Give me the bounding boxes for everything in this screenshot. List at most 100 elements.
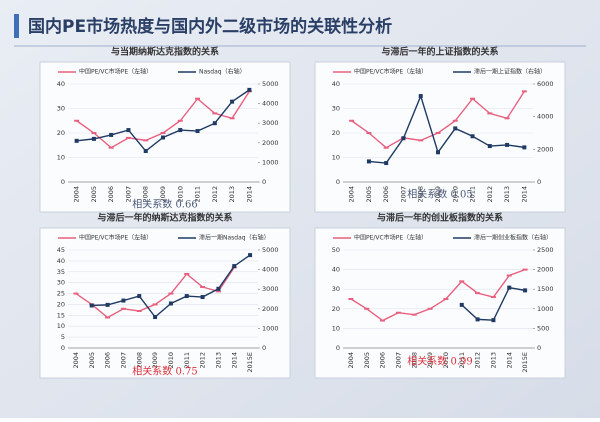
marker <box>384 161 389 166</box>
y-tick-label: 40 <box>332 80 340 88</box>
x-tick-label: 2009 <box>426 352 434 369</box>
y2-tick-label: 0 <box>262 344 266 352</box>
series-line <box>350 268 526 322</box>
y2-tick-label: 500 <box>537 324 549 332</box>
x-tick-label: 2015E <box>521 352 529 373</box>
marker <box>200 295 205 300</box>
chart-panel <box>314 61 566 213</box>
marker <box>143 149 148 154</box>
y2-tick-label: 3000 <box>262 285 279 293</box>
marker <box>178 128 183 133</box>
x-tick-label: 2012 <box>486 186 494 203</box>
x-tick-label: 2014 <box>520 186 528 203</box>
x-tick-label: 2011 <box>469 186 477 203</box>
x-tick-label: 2007 <box>124 186 132 203</box>
x-tick-label: 2010 <box>176 186 184 203</box>
chart-title: 与滞后一年的上证指数的关系 <box>381 46 498 58</box>
marker <box>137 294 142 299</box>
marker <box>121 298 126 303</box>
y-tick-label: 0 <box>336 344 340 352</box>
x-tick-label: 2005 <box>88 352 96 369</box>
marker <box>475 317 480 322</box>
marker <box>470 134 475 139</box>
series-line <box>368 94 525 164</box>
y2-tick-label: 1500 <box>537 285 554 293</box>
y2-tick-label: 4000 <box>262 100 279 108</box>
marker <box>184 294 189 299</box>
y-tick-label: 20 <box>332 129 340 137</box>
y2-tick-label: 5000 <box>262 246 279 254</box>
y2-tick-label: 6000 <box>537 80 554 88</box>
annotation: 相关系数 0.05 <box>407 188 472 201</box>
marker <box>105 302 110 307</box>
marker <box>507 285 512 290</box>
x-tick-label: 2009 <box>434 186 442 203</box>
y-tick-label: 10 <box>57 322 65 330</box>
marker <box>91 136 96 141</box>
x-tick-label: 2012 <box>199 352 207 369</box>
marker <box>418 94 423 99</box>
y2-tick-label: 3000 <box>262 119 279 127</box>
marker <box>216 286 221 291</box>
x-tick-label: 2013 <box>214 352 222 369</box>
marker <box>505 142 510 147</box>
marker <box>153 315 158 320</box>
x-tick-label: 2008 <box>410 352 418 369</box>
legend-label: 中国PE/VC市场PE（左轴） <box>354 68 427 76</box>
annotation: 相关系数 0.99 <box>407 355 472 368</box>
x-tick-label: 2005 <box>90 186 98 203</box>
x-tick-label: 2006 <box>382 186 390 203</box>
marker <box>230 99 235 104</box>
marker <box>366 159 371 164</box>
y2-tick-label: 2000 <box>537 145 554 153</box>
legend-label: 滞后一期上证指数（右轴） <box>474 68 546 76</box>
x-tick-label: 2009 <box>159 186 167 203</box>
x-tick-label: 2004 <box>347 352 355 369</box>
legend-label: 中国PE/VC市场PE（左轴） <box>79 234 152 242</box>
marker <box>459 302 464 307</box>
y2-tick-label: 4000 <box>537 113 554 121</box>
marker <box>522 145 527 150</box>
x-tick-label: 2014 <box>505 352 513 369</box>
legend-label: 中国PE/VC市场PE（左轴） <box>354 234 427 242</box>
x-tick-label: 2008 <box>417 186 425 203</box>
y-tick-label: 40 <box>57 80 65 88</box>
chart-title: 与当期纳斯达克指数的关系 <box>111 46 219 58</box>
x-tick-label: 2007 <box>399 186 407 203</box>
x-tick-label: 2014 <box>245 186 253 203</box>
y-tick-label: 30 <box>57 105 65 113</box>
marker <box>523 288 528 293</box>
chart-title: 与滞后一年的创业板指数的关系 <box>377 212 503 224</box>
x-tick-label: 2010 <box>442 352 450 369</box>
marker <box>168 301 173 306</box>
x-tick-label: 2006 <box>104 352 112 369</box>
marker <box>487 144 492 149</box>
y-tick-label: 30 <box>332 105 340 113</box>
x-tick-label: 2006 <box>107 186 115 203</box>
legend-label: 滞后一期创业板指数（右轴） <box>474 234 552 242</box>
y2-tick-label: 1000 <box>537 305 554 313</box>
annotation: 相关系数 0.66 <box>132 198 197 211</box>
y2-tick-label: 0 <box>537 344 541 352</box>
x-tick-label: 2014 <box>230 352 238 369</box>
marker <box>248 253 253 258</box>
x-tick-label: 2005 <box>365 186 373 203</box>
y-tick-label: 0 <box>61 178 65 186</box>
y-tick-label: 5 <box>61 333 65 341</box>
y-tick-label: 20 <box>57 129 65 137</box>
y2-tick-label: 2000 <box>537 266 554 274</box>
marker <box>436 150 440 155</box>
x-tick-label: 2006 <box>379 352 387 369</box>
x-tick-label: 2007 <box>394 352 402 369</box>
marker <box>401 136 406 141</box>
x-tick-label: 2015E <box>246 352 254 373</box>
y-tick-label: 35 <box>57 268 65 276</box>
y-tick-label: 15 <box>57 311 65 319</box>
x-tick-label: 2011 <box>458 352 466 369</box>
x-tick-label: 2004 <box>73 186 81 203</box>
x-tick-label: 2011 <box>194 186 202 203</box>
y-tick-label: 45 <box>57 246 65 254</box>
marker <box>195 129 200 134</box>
